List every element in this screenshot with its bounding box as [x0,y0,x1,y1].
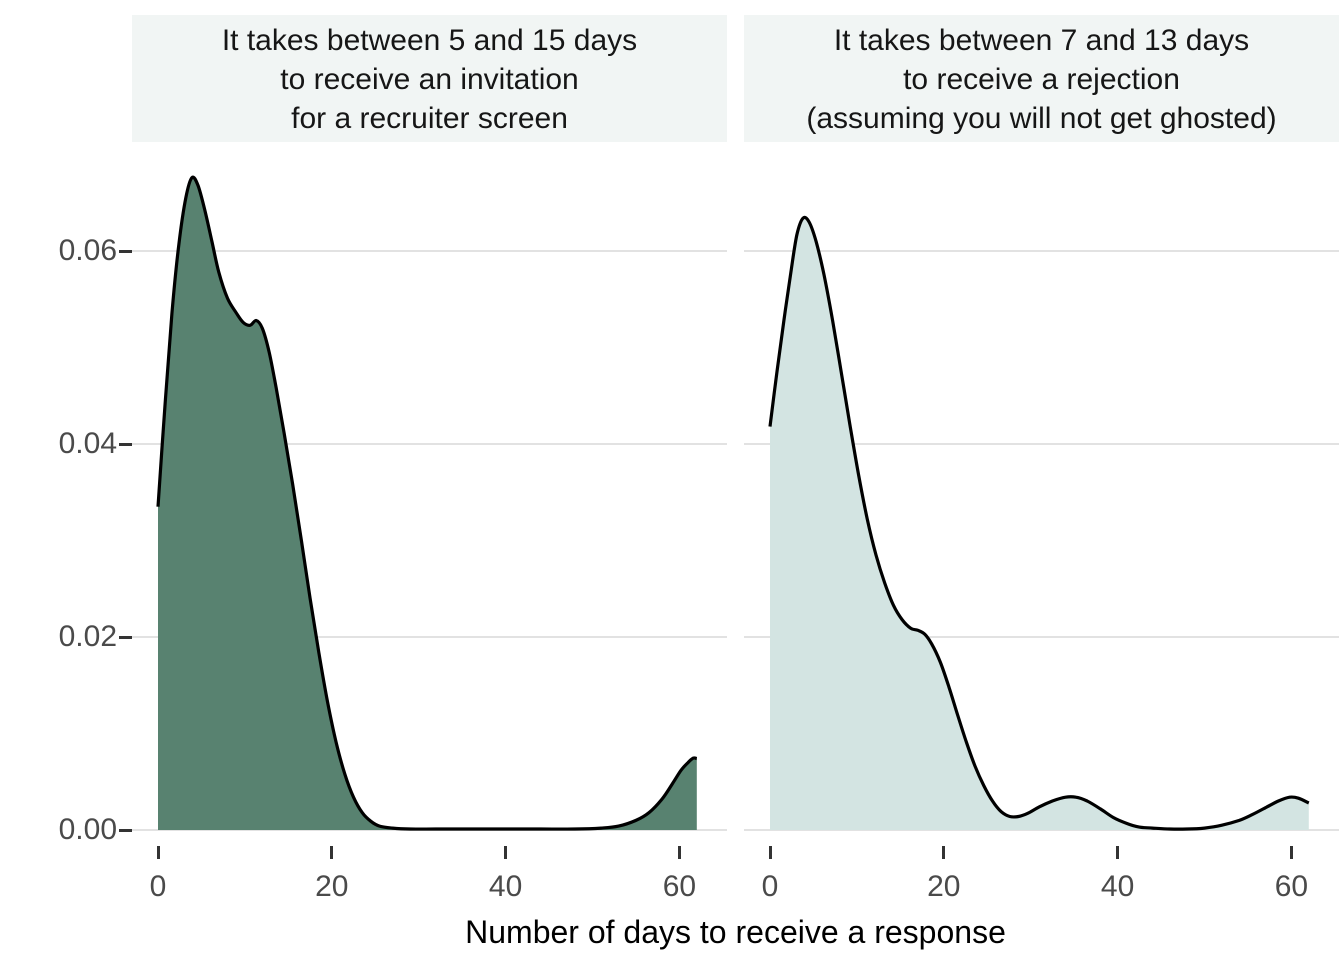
density-area [158,177,697,830]
x-tick-label: 60 [662,870,697,903]
y-tick-label: 0.02 [58,620,117,653]
x-tick-label: 20 [315,870,349,903]
panel-invitation: It takes between 5 and 15 days to receiv… [132,15,727,845]
strip-title-line: to receive a rejection [903,63,1180,96]
density-area [770,217,1309,830]
x-tick-label: 40 [1100,870,1135,903]
x-tick [768,846,772,859]
facet-strip-rejection: It takes between 7 and 13 days to receiv… [744,15,1339,142]
panel-rejection: It takes between 7 and 13 days to receiv… [744,15,1339,845]
x-tick-label: 0 [761,870,779,903]
strip-title-line: to receive an invitation [280,63,579,96]
y-tick [119,442,132,446]
x-tick [677,846,681,859]
density-line [156,175,698,831]
x-tick-label: 60 [1274,870,1309,903]
x-tick-label: 0 [149,870,167,903]
strip-title-line: It takes between 7 and 13 days [833,24,1250,57]
y-tick-label: 0.06 [58,234,117,267]
y-tick [119,249,132,253]
facet-strip-invitation: It takes between 5 and 15 days to receiv… [132,15,727,142]
strip-title-line: It takes between 5 and 15 days [221,24,638,57]
y-tick [119,635,132,639]
x-tick [504,846,508,859]
x-tick [1289,846,1293,859]
density-plot-rejection [744,215,1339,831]
y-tick [119,828,132,832]
x-tick [330,846,334,859]
x-tick [1116,846,1120,859]
y-tick-label: 0.04 [58,427,117,460]
x-tick [156,846,160,859]
strip-title-line: (assuming you will not get ghosted) [806,102,1277,135]
x-tick-label: 40 [488,870,523,903]
x-axis-title: Number of days to receive a response [465,914,1006,950]
density-line [768,215,1310,831]
x-tick-label: 20 [927,870,961,903]
strip-title-line: for a recruiter screen [291,102,568,135]
x-tick [942,846,946,859]
y-tick-label: 0.00 [58,813,117,846]
density-plot-invitation [132,175,727,831]
